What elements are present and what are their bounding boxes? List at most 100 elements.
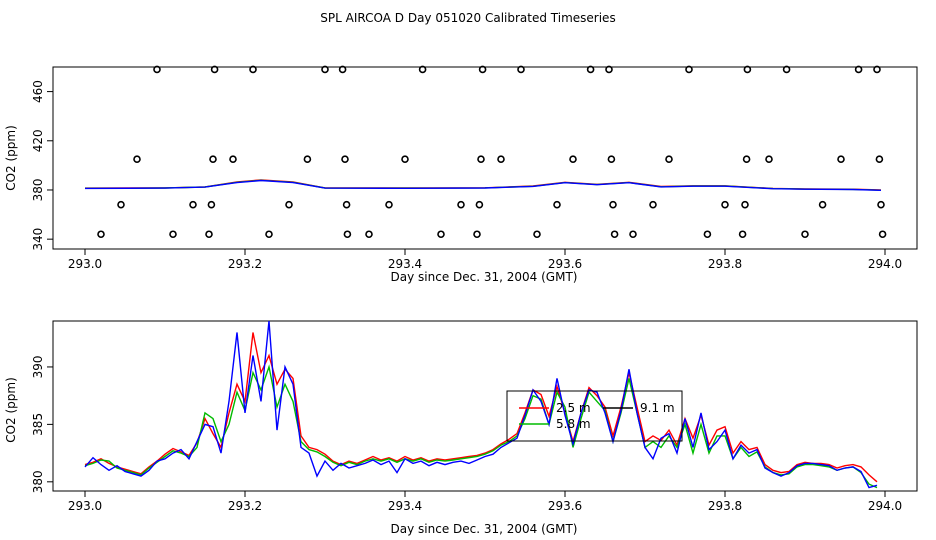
- data-point: [473, 230, 481, 239]
- data-point: [437, 230, 445, 239]
- data-point: [205, 230, 213, 239]
- data-point: [97, 230, 105, 239]
- x-tick-label: 293.4: [388, 257, 422, 271]
- y-tick-label: 385: [31, 413, 45, 436]
- y-tick-label: 380: [31, 470, 45, 493]
- data-point: [207, 200, 216, 209]
- data-point: [341, 155, 349, 164]
- data-point: [475, 200, 484, 209]
- data-point: [477, 155, 485, 164]
- data-point: [665, 155, 673, 164]
- data-point: [401, 155, 409, 164]
- data-point: [285, 200, 293, 209]
- x-tick-label: 293.0: [68, 499, 102, 513]
- x-tick-label: 293.6: [548, 257, 582, 271]
- data-point: [801, 230, 809, 239]
- data-point: [497, 155, 505, 164]
- x-tick-label: 293.6: [548, 499, 582, 513]
- data-point: [343, 230, 352, 239]
- data-point: [837, 155, 845, 164]
- x-tick-label: 293.8: [708, 499, 742, 513]
- data-point: [605, 65, 613, 74]
- panel-top-points: [97, 65, 887, 239]
- legend-box: [506, 390, 683, 442]
- legend-label-2-5m: 2.5 m: [556, 401, 591, 415]
- data-point: [875, 155, 884, 164]
- panel-bottom: 293.0 293.2 293.4 293.6 293.8 294.0380385390 …: [4, 320, 918, 536]
- data-point: [365, 230, 373, 239]
- panel-bottom-frame: [52, 320, 918, 492]
- data-point: [743, 65, 752, 74]
- y-tick-label: 340: [31, 228, 45, 251]
- data-point: [265, 230, 273, 239]
- x-tick-label: 293.8: [708, 257, 742, 271]
- data-point: [209, 155, 217, 164]
- data-point: [685, 65, 693, 74]
- x-tick-label: 293.4: [388, 499, 422, 513]
- panel-top-axes: 293.0 293.2 293.4 293.6 293.8 294.0 340 380 420 4…: [31, 80, 902, 271]
- panel-bottom-axes: 293.0 293.2 293.4 293.6 293.8 294.0 380 385 390: [31, 355, 902, 513]
- chart-title: SPL AIRCOA D Day 051020 Calibrated Times…: [320, 11, 615, 25]
- panel-top-ylabel: CO2 (ppm): [4, 125, 18, 191]
- data-point: [385, 200, 393, 209]
- data-point: [738, 230, 747, 239]
- data-point: [742, 155, 751, 164]
- x-tick-label: 293.2: [228, 257, 262, 271]
- data-point: [553, 200, 561, 209]
- data-point: [533, 230, 541, 239]
- data-point: [765, 155, 773, 164]
- panel-top-frame: [52, 66, 918, 250]
- series-line: [84, 179, 882, 191]
- data-point: [569, 155, 577, 164]
- data-point: [133, 155, 141, 164]
- data-point: [418, 65, 427, 74]
- y-tick-label: 420: [31, 129, 45, 152]
- data-point: [703, 230, 712, 239]
- y-tick-label: 380: [31, 179, 45, 202]
- data-point: [818, 200, 827, 209]
- data-point: [517, 65, 525, 74]
- data-point: [210, 65, 219, 74]
- data-point: [873, 65, 881, 74]
- data-point: [629, 230, 637, 239]
- panel-bottom-series: [84, 320, 878, 489]
- panel-top-xlabel: Day since Dec. 31, 2004 (GMT): [391, 270, 578, 284]
- panel-bottom-ylabel: CO2 (ppm): [4, 377, 18, 443]
- data-point: [153, 65, 161, 74]
- y-tick-label: 390: [31, 355, 45, 378]
- y-tick-label: 460: [31, 80, 45, 103]
- data-point: [229, 155, 237, 164]
- data-point: [321, 65, 329, 74]
- data-point: [478, 65, 487, 74]
- series-line: [84, 320, 878, 489]
- data-point: [338, 65, 347, 74]
- data-point: [721, 200, 729, 209]
- data-point: [877, 200, 885, 209]
- legend-label-5-8m: 5.8 m: [556, 417, 591, 431]
- data-point: [117, 200, 125, 209]
- data-point: [189, 200, 197, 209]
- data-point: [342, 200, 351, 209]
- panel-bottom-xlabel: Day since Dec. 31, 2004 (GMT): [391, 522, 578, 536]
- data-point: [610, 230, 619, 239]
- data-point: [854, 65, 863, 74]
- data-point: [249, 65, 257, 74]
- x-tick-label: 294.0: [868, 257, 902, 271]
- data-point: [607, 155, 616, 164]
- data-point: [457, 200, 465, 209]
- series-line: [84, 364, 878, 489]
- x-tick-label: 293.2: [228, 499, 262, 513]
- data-point: [169, 230, 177, 239]
- data-point: [878, 230, 887, 239]
- data-point: [741, 200, 749, 209]
- data-point: [586, 65, 595, 74]
- legend-label-9-1m: 9.1 m: [640, 401, 675, 415]
- panel-top: 293.0 293.2 293.4 293.6 293.8 294.0 340 380 420 4…: [4, 65, 918, 284]
- panel-top-series: [84, 179, 882, 191]
- x-tick-label: 293.0: [68, 257, 102, 271]
- data-point: [609, 200, 617, 209]
- legend: 2.5 m 9.1 m 5.8 m: [506, 390, 683, 442]
- series-line: [84, 332, 878, 483]
- data-point: [303, 155, 312, 164]
